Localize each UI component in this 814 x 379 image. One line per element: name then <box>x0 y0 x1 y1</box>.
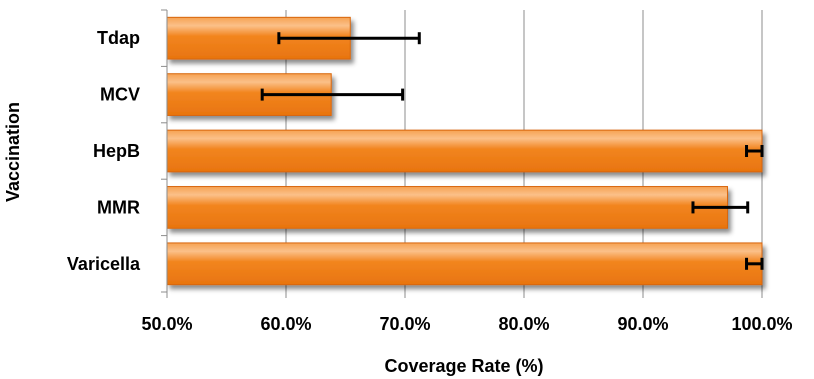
y-axis-title: Vaccination <box>3 102 23 202</box>
x-tick-label: 60.0% <box>260 314 311 334</box>
y-tick-label: HepB <box>93 141 140 161</box>
bar-mmr <box>166 186 728 229</box>
y-tick-label: MMR <box>97 197 140 217</box>
y-tick-label: Tdap <box>97 28 140 48</box>
x-axis-title: Coverage Rate (%) <box>384 356 543 376</box>
axes <box>161 9 763 298</box>
x-tick-label: 80.0% <box>498 314 549 334</box>
tick-labels: 50.0% 60.0% 70.0% 80.0% 90.0% 100.0% Tdap MCV He… <box>67 28 793 334</box>
y-tick-label: Varicella <box>67 254 141 274</box>
y-tick-label: MCV <box>100 85 140 105</box>
bars <box>166 16 763 286</box>
bar-hepb <box>166 129 763 173</box>
x-tick-label: 90.0% <box>617 314 668 334</box>
x-tick-label: 50.0% <box>141 314 192 334</box>
x-tick-label: 100.0% <box>731 314 792 334</box>
error-bars <box>260 32 764 270</box>
bar-varicella <box>166 242 763 286</box>
x-tick-label: 70.0% <box>379 314 430 334</box>
